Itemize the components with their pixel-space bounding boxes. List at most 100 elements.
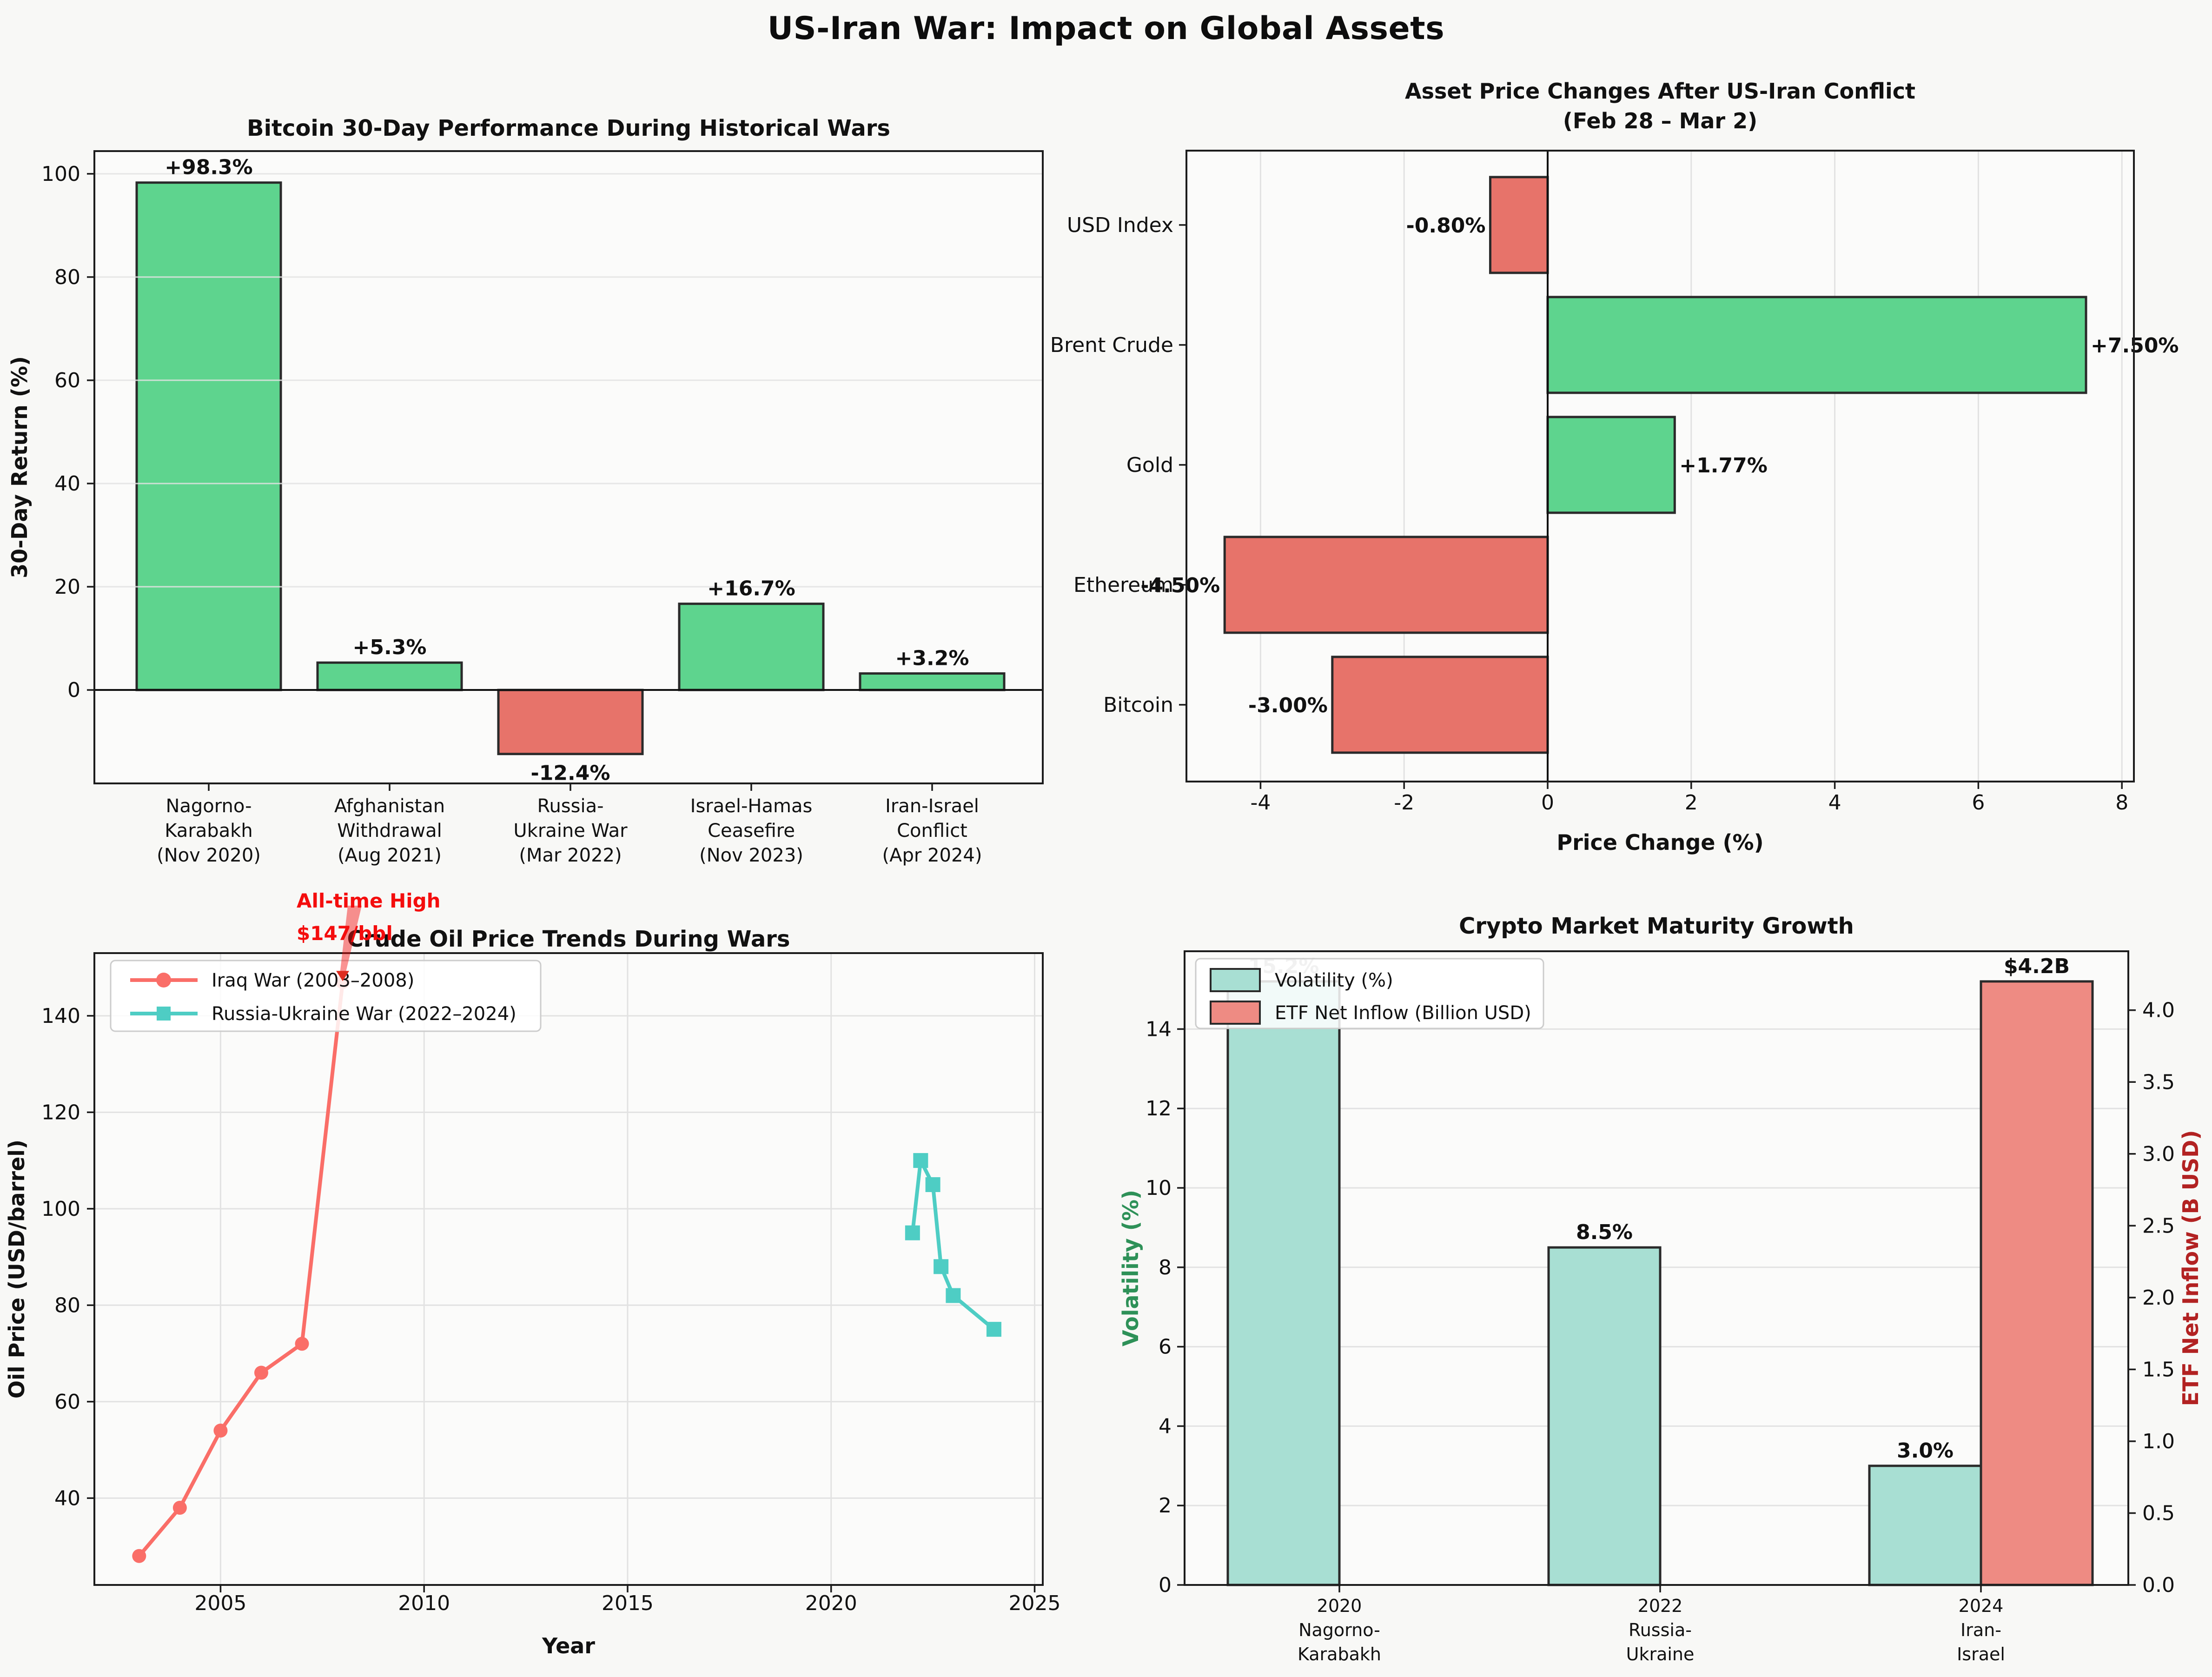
x-tick-label: -2 — [1394, 791, 1414, 815]
x-tick-label: 2005 — [194, 1591, 246, 1615]
right-y-axis-label: ETF Net Inflow (B USD) — [2178, 1130, 2203, 1406]
x-axis-label: Price Change (%) — [1556, 830, 1763, 855]
bitcoin-performance-chart: 0 20 40 60 80 100 +98.3% +5.3% -12.4% +16.7% +3.2%… — [7, 115, 1044, 866]
bar-value-label: -4.50% — [1140, 574, 1220, 597]
bar-value-label: +16.7% — [707, 577, 795, 601]
x-tick-label: 4 — [1828, 791, 1841, 815]
data-point-square — [925, 1177, 940, 1192]
bar — [497, 689, 644, 756]
x-tick-label: 2015 — [602, 1591, 654, 1615]
volatility-bar — [1547, 1246, 1662, 1586]
x-category-label: Conflict — [897, 820, 967, 842]
x-category-label: Karabakh — [1298, 1644, 1381, 1664]
x-tick-label: 2010 — [398, 1591, 450, 1615]
x-tick-label: 8 — [2115, 791, 2128, 815]
left-y-tick-label: 14 — [1146, 1017, 1172, 1041]
x-category-label: Ukraine War — [513, 820, 628, 842]
axes-spines — [93, 150, 1044, 784]
x-category-label: 2020 — [1317, 1596, 1362, 1616]
bar — [1546, 296, 2087, 394]
y-tick-label: 140 — [41, 1004, 80, 1028]
y-tick-label: 80 — [54, 265, 80, 289]
etf-bar — [1980, 980, 2094, 1586]
x-category-label: Russia- — [537, 795, 603, 817]
right-y-tick-label: 2.5 — [2142, 1214, 2175, 1238]
data-point-circle — [172, 1501, 187, 1515]
left-y-tick-label: 0 — [1159, 1573, 1172, 1597]
legend-marker-square — [157, 1007, 171, 1021]
x-category-label: 2022 — [1638, 1596, 1683, 1616]
annotation-arrow-head — [336, 971, 350, 981]
left-y-tick-label: 8 — [1159, 1256, 1172, 1279]
x-axis-label: Year — [542, 1633, 595, 1658]
x-category-label: Iran- — [1960, 1620, 2001, 1640]
right-y-tick-label: 1.5 — [2142, 1358, 2175, 1381]
y-category-label: Ethereum — [1073, 573, 1173, 597]
left-y-axis-label: Volatility (%) — [1118, 1190, 1143, 1346]
chart-title: Crude Oil Price Trends During Wars — [347, 926, 790, 952]
y-tick-label: 80 — [54, 1293, 80, 1317]
y-axis-label: 30-Day Return (%) — [7, 356, 32, 578]
x-category-label: Nagorno- — [1298, 1620, 1380, 1640]
legend-box — [1195, 958, 1544, 1029]
asset-price-changes-chart: Bitcoin -3.00% Ethereum-4.50% Gold +1.77% Bre… — [1050, 79, 2179, 855]
right-y-tick-label: 0.5 — [2142, 1501, 2175, 1525]
right-y-tick-label: 4.0 — [2142, 999, 2175, 1022]
x-tick-label: 2020 — [805, 1591, 857, 1615]
legend-swatch — [1210, 968, 1261, 992]
left-y-tick-label: 6 — [1159, 1335, 1172, 1359]
data-point-circle — [213, 1424, 228, 1438]
bar-value-label: +1.77% — [1679, 454, 1768, 477]
legend-label: Russia-Ukraine War (2022–2024) — [212, 1003, 517, 1025]
left-y-tick-label: 10 — [1146, 1176, 1172, 1200]
y-axis-label: Oil Price (USD/barrel) — [4, 1140, 29, 1399]
y-tick-label: 60 — [54, 369, 80, 392]
volatility-bar — [1868, 1465, 1982, 1586]
volatility-bar — [1226, 980, 1341, 1586]
x-tick-label: 2 — [1685, 791, 1698, 815]
data-point-circle — [254, 1365, 268, 1380]
axes-spines — [1185, 150, 2135, 782]
data-line — [137, 980, 345, 1558]
bar-value-label: -12.4% — [531, 762, 610, 785]
y-tick-label: 40 — [54, 1486, 80, 1510]
bar-value-label: +5.3% — [353, 636, 427, 659]
data-point-circle — [295, 1337, 309, 1351]
bar — [1546, 416, 1676, 514]
x-tick-label: 6 — [1972, 791, 1985, 815]
chart-title: Asset Price Changes After US-Iran Confli… — [1405, 79, 1915, 104]
x-category-label: Ukraine — [1626, 1644, 1695, 1664]
bar-value-label: -3.00% — [1248, 694, 1328, 717]
axes-spines — [1184, 950, 2129, 1586]
bar-value-label: $4.2B — [2004, 954, 2070, 978]
legend-label: ETF Net Inflow (Billion USD) — [1275, 1002, 1531, 1024]
chart-subtitle: (Feb 28 – Mar 2) — [1563, 108, 1757, 133]
bar — [1331, 656, 1549, 754]
y-category-label: USD Index — [1067, 213, 1173, 237]
y-tick-label: 40 — [54, 472, 80, 496]
y-tick-label: 60 — [54, 1390, 80, 1414]
annotation-text: All-time High — [297, 889, 441, 912]
annotation-arrow-tail — [340, 906, 362, 974]
data-point-square — [986, 1322, 1001, 1337]
page-title: US-Iran War: Impact on Global Assets — [767, 10, 1445, 47]
x-category-label: Nagorno- — [166, 795, 252, 817]
bar — [135, 181, 282, 691]
x-category-label: (Mar 2022) — [519, 845, 622, 866]
legend-marker-circle — [156, 973, 171, 988]
data-point-square — [946, 1288, 961, 1303]
bar-value-label: +98.3% — [165, 156, 253, 179]
y-tick-label: 20 — [54, 575, 80, 599]
x-category-label: (Nov 2023) — [699, 845, 803, 866]
left-y-tick-label: 2 — [1159, 1494, 1172, 1518]
x-category-label: (Aug 2021) — [338, 845, 442, 866]
bar — [1489, 176, 1549, 274]
right-y-tick-label: 0.0 — [2142, 1573, 2175, 1597]
bar-value-label: 3.0% — [1897, 1439, 1954, 1463]
bar-value-label: -0.80% — [1406, 214, 1486, 238]
bar — [678, 603, 825, 691]
y-category-label: Bitcoin — [1103, 693, 1173, 717]
y-category-label: Brent Crude — [1050, 333, 1173, 357]
